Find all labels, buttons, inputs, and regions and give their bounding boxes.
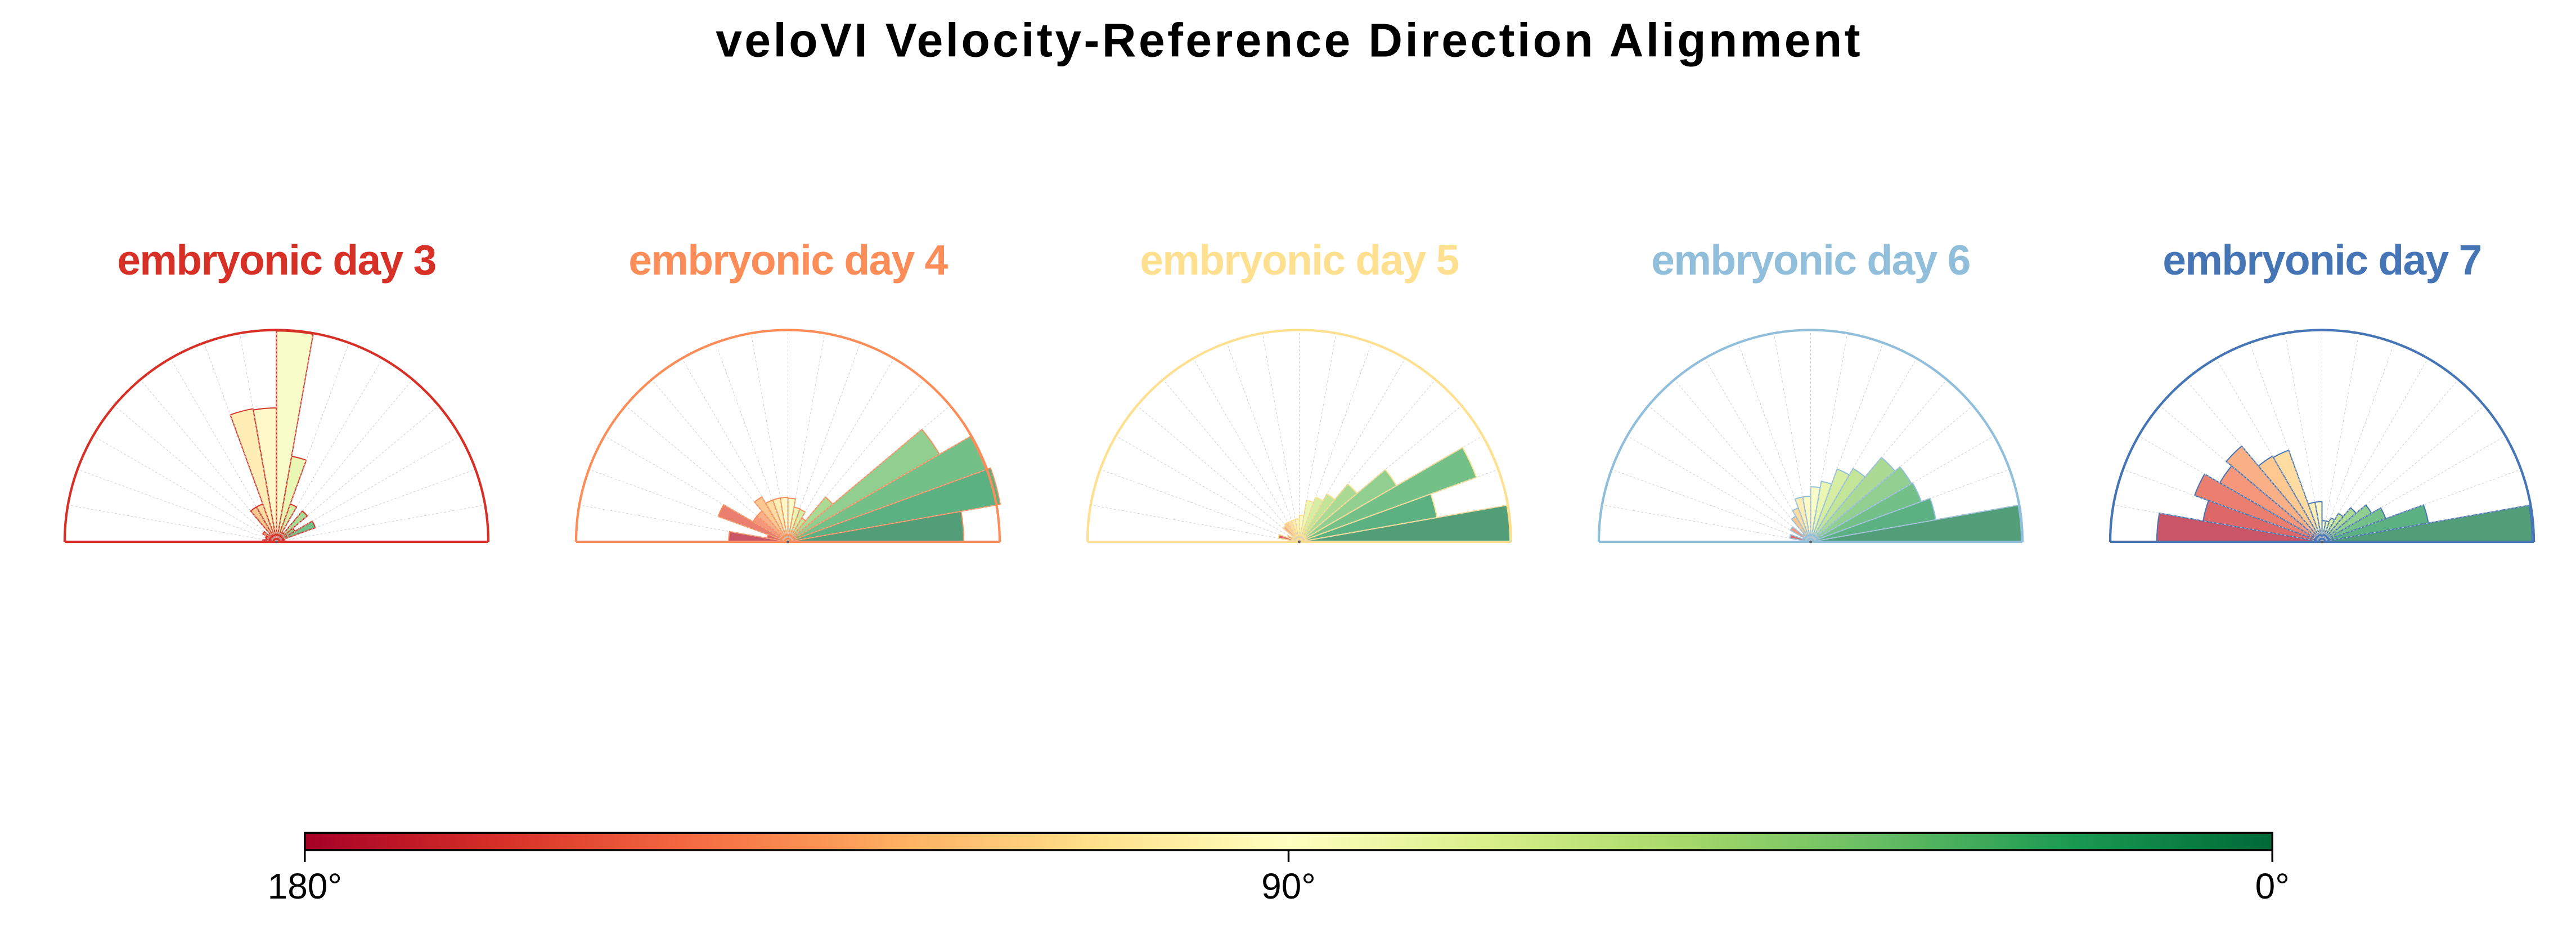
svg-text:90°: 90°	[1261, 866, 1316, 906]
svg-text:embryonic day 6: embryonic day 6	[1651, 236, 1970, 284]
svg-text:0°: 0°	[2255, 866, 2290, 906]
svg-text:embryonic day 5: embryonic day 5	[1140, 236, 1458, 284]
svg-text:embryonic day 7: embryonic day 7	[2163, 236, 2481, 284]
svg-text:embryonic day 3: embryonic day 3	[117, 236, 435, 284]
svg-text:veloVI Velocity-Reference Dire: veloVI Velocity-Reference Direction Alig…	[716, 14, 1863, 67]
svg-text:180°: 180°	[268, 866, 342, 906]
svg-text:embryonic day 4: embryonic day 4	[628, 236, 948, 284]
